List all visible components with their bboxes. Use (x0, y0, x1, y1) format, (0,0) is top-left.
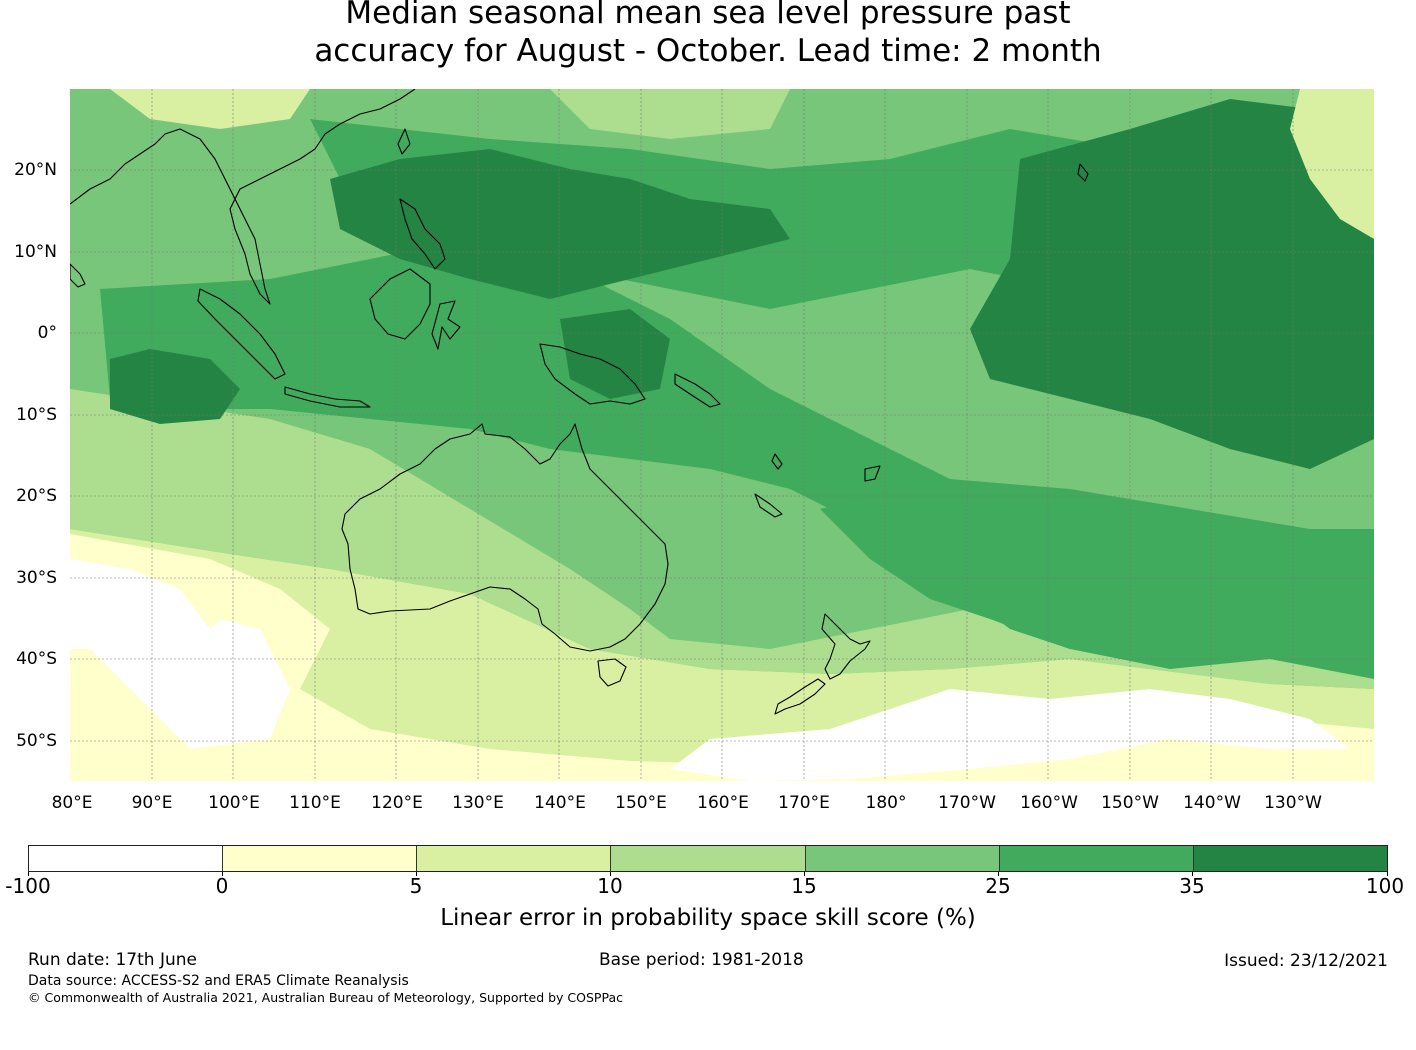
coast-java (284, 386, 371, 408)
base-period: Base period: 1981-2018 (599, 950, 804, 970)
coast-new-caledonia (754, 493, 783, 518)
lon-label-130e: 130°E (452, 793, 504, 813)
lon-label-140w: 140°W (1183, 793, 1241, 813)
graticule (70, 89, 1374, 781)
lat-label-0: 0° (37, 323, 57, 343)
coast-india (70, 263, 86, 288)
coastlines (70, 89, 1089, 715)
lat-label-20n: 20°N (14, 160, 57, 180)
field-south-pale (70, 534, 1374, 781)
colorbar-label: 15 (791, 874, 817, 898)
lon-label-140e: 140°E (534, 793, 586, 813)
lon-label-170w: 170°W (938, 793, 996, 813)
colorbar-bin-1 (29, 846, 224, 871)
colorbar-bin-3 (417, 846, 612, 871)
coast-borneo (369, 268, 431, 340)
lon-label-180: 180° (865, 793, 907, 813)
coast-fiji (864, 465, 881, 482)
colorbar-tick (416, 872, 417, 876)
colorbar-tick (610, 872, 611, 876)
lon-label-160e: 160°E (697, 793, 749, 813)
colorbar-tick (28, 872, 29, 876)
colorbar-label: 5 (409, 874, 423, 898)
field-dark-maritime (330, 149, 790, 299)
copyright-notice: © Commonwealth of Australia 2021, Austra… (28, 990, 623, 1005)
data-source: Data source: ACCESS-S2 and ERA5 Climate … (28, 973, 409, 989)
lon-label-150e: 150°E (615, 793, 667, 813)
map-title: Median seasonal mean sea level pressure … (0, 0, 1416, 70)
field-dark-indian (110, 349, 240, 424)
colorbar-tick (998, 872, 999, 876)
coast-sumatra (197, 288, 286, 380)
lon-label-120e: 120°E (371, 793, 423, 813)
field-south-white-2 (670, 689, 1350, 781)
colorbar-tick (804, 872, 805, 876)
colorbar-tick (1192, 872, 1193, 876)
field-dark-east (970, 99, 1374, 469)
colorbar-label: 25 (985, 874, 1011, 898)
colorbar-label: 10 (597, 874, 623, 898)
colorbar-bin-6 (999, 846, 1194, 871)
colorbar-bin-5 (805, 846, 1000, 871)
coast-taiwan (397, 128, 411, 155)
field-green-se (820, 479, 1374, 679)
lon-label-160w: 160°W (1020, 793, 1078, 813)
field-pale-n2 (550, 89, 790, 139)
field-dark-png (560, 309, 670, 399)
colorbar-label: 35 (1179, 874, 1205, 898)
lon-label-150w: 150°W (1101, 793, 1159, 813)
lon-label-110e: 110°E (289, 793, 341, 813)
lat-label-10s: 10°S (16, 405, 57, 425)
colorbar-label: 100 (1365, 874, 1405, 898)
lat-label-40s: 40°S (16, 649, 57, 669)
colorbar-bin-2 (223, 846, 418, 871)
field-pale-ne (1290, 89, 1374, 239)
lat-label-50s: 50°S (16, 731, 57, 751)
colorbar (28, 845, 1388, 872)
coast-png (539, 343, 646, 405)
lat-label-20s: 20°S (16, 486, 57, 506)
coast-vanuatu (771, 453, 783, 470)
colorbar-bin-7 (1193, 846, 1387, 871)
coast-nz-north (821, 613, 871, 680)
lon-label-90e: 90°E (131, 793, 173, 813)
lat-label-10n: 10°N (14, 242, 57, 262)
colorbar-tick (1387, 872, 1388, 876)
title-line-1: Median seasonal mean sea level pressure … (345, 0, 1071, 31)
coast-mainland-asia (70, 89, 416, 305)
field-pale-n (110, 89, 310, 129)
coast-philippines (399, 198, 446, 270)
coast-tasmania (597, 658, 627, 687)
colorbar-title: Linear error in probability space skill … (440, 905, 976, 931)
lon-label-170e: 170°E (778, 793, 830, 813)
coast-sulawesi (431, 300, 461, 350)
run-date: Run date: 17th June (28, 950, 197, 970)
title-line-2: accuracy for August - October. Lead time… (314, 33, 1102, 69)
colorbar-label: -100 (5, 874, 51, 898)
lon-label-80e: 80°E (51, 793, 93, 813)
lon-label-100e: 100°E (208, 793, 260, 813)
issued-date: Issued: 23/12/2021 (1224, 951, 1388, 971)
colorbar-label: 0 (215, 874, 229, 898)
coast-nz-south (774, 678, 826, 715)
colorbar-tick (222, 872, 223, 876)
lat-label-30s: 30°S (16, 568, 57, 588)
skill-score-map (70, 89, 1374, 781)
lon-label-130w: 130°W (1264, 793, 1322, 813)
colorbar-bin-4 (611, 846, 806, 871)
coast-hawaii (1077, 163, 1089, 182)
coast-australia (341, 423, 669, 652)
coast-solomons (674, 373, 721, 408)
field-south-white (70, 559, 290, 749)
